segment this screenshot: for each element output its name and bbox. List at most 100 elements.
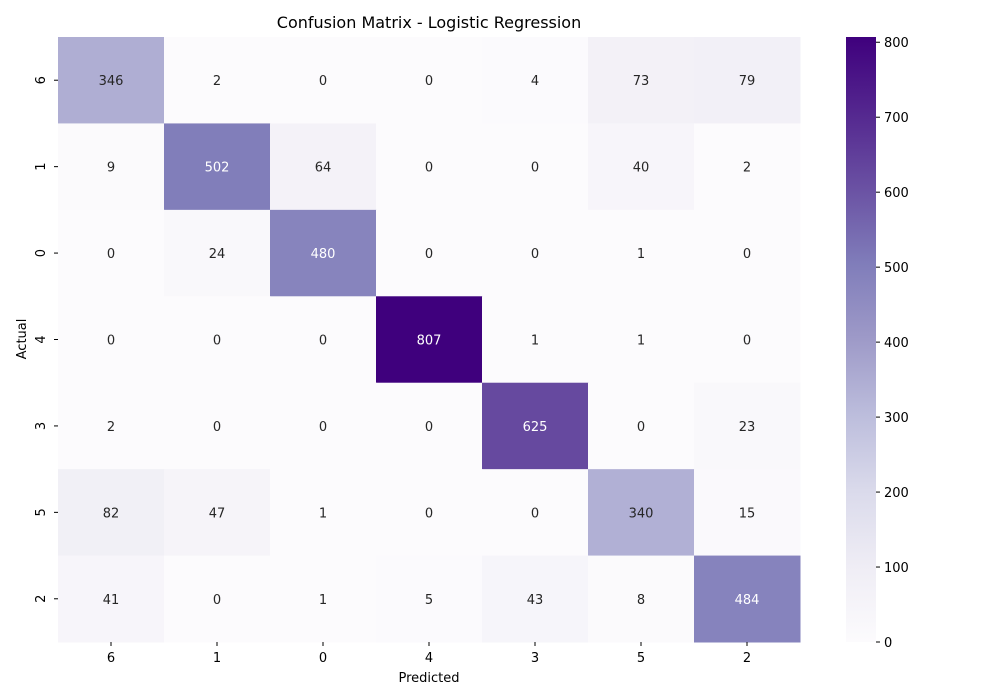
cell-value-label: 625 xyxy=(523,420,548,435)
colorbar-tick-label: 500 xyxy=(884,261,909,276)
y-tick-label: 4 xyxy=(34,335,49,343)
cell-value-label: 43 xyxy=(527,593,544,608)
heatmap-cell xyxy=(270,382,377,470)
heatmap-cell xyxy=(694,469,801,557)
cell-value-label: 0 xyxy=(107,334,115,349)
cell-value-label: 0 xyxy=(319,334,327,349)
y-tick-label: 1 xyxy=(34,163,49,171)
cell-value-label: 24 xyxy=(209,247,226,262)
x-tick-label: 1 xyxy=(213,651,221,666)
colorbar xyxy=(846,37,876,642)
heatmap-cell xyxy=(164,209,271,297)
cell-value-label: 0 xyxy=(531,506,539,521)
cell-value-label: 9 xyxy=(107,161,115,176)
y-tick-label: 0 xyxy=(34,249,49,257)
cell-value-label: 0 xyxy=(319,420,327,435)
heatmap-cell xyxy=(164,123,271,211)
heatmap-cell xyxy=(270,555,377,643)
heatmap-cell xyxy=(694,382,801,470)
heatmap-cell xyxy=(588,555,695,643)
cell-value-label: 1 xyxy=(319,506,327,521)
cell-value-label: 0 xyxy=(425,247,433,262)
heatmap-cell xyxy=(482,37,589,124)
colorbar-tick-label: 100 xyxy=(884,561,909,576)
cell-value-label: 502 xyxy=(205,161,230,176)
heatmap-cell xyxy=(482,209,589,297)
cell-value-label: 0 xyxy=(743,247,751,262)
x-tick-label: 2 xyxy=(743,651,751,666)
heatmap-cell xyxy=(58,555,165,643)
cell-value-label: 64 xyxy=(315,161,332,176)
cell-value-label: 1 xyxy=(637,334,645,349)
y-tick-labels: 6 1 0 4 3 5 2 xyxy=(34,76,58,603)
colorbar-tick-label: 300 xyxy=(884,411,909,426)
cell-value-label: 807 xyxy=(417,334,442,349)
cell-value-label: 41 xyxy=(103,593,120,608)
heatmap-cell xyxy=(270,209,377,297)
cell-value-label: 2 xyxy=(743,161,751,176)
x-tick-label: 5 xyxy=(637,651,645,666)
colorbar-tick-label: 800 xyxy=(884,36,909,51)
heatmap-cell xyxy=(58,123,165,211)
cell-value-label: 73 xyxy=(633,74,650,89)
colorbar-tick-label: 200 xyxy=(884,486,909,501)
x-tick-label: 3 xyxy=(531,651,539,666)
heatmap-cell xyxy=(376,296,483,384)
heatmap-cell xyxy=(270,469,377,557)
chart-title: Confusion Matrix - Logistic Regression xyxy=(277,13,581,32)
cell-value-label: 2 xyxy=(213,74,221,89)
heatmap-cell xyxy=(58,469,165,557)
heatmap-cell xyxy=(376,123,483,211)
heatmap-cell xyxy=(58,209,165,297)
cell-value-label: 79 xyxy=(739,74,756,89)
x-tick-label: 0 xyxy=(319,651,327,666)
heatmap-cell xyxy=(270,37,377,124)
heatmap-cell xyxy=(164,555,271,643)
y-tick-label: 6 xyxy=(34,76,49,84)
cell-value-label: 0 xyxy=(425,74,433,89)
heatmap-cell xyxy=(376,382,483,470)
cell-value-label: 0 xyxy=(531,247,539,262)
heatmap-cell xyxy=(588,469,695,557)
cell-value-label: 0 xyxy=(213,334,221,349)
cell-value-label: 0 xyxy=(425,420,433,435)
y-axis-label: Actual xyxy=(15,319,30,360)
heatmap-cell xyxy=(376,209,483,297)
heatmap-cell xyxy=(588,382,695,470)
cell-value-label: 1 xyxy=(319,593,327,608)
cell-value-label: 0 xyxy=(107,247,115,262)
heatmap-cell xyxy=(694,37,801,124)
heatmap-cell xyxy=(376,37,483,124)
heatmap-cell xyxy=(588,296,695,384)
colorbar-tick-label: 400 xyxy=(884,336,909,351)
heatmap-cell xyxy=(58,382,165,470)
cell-value-label: 0 xyxy=(213,420,221,435)
heatmap-cell xyxy=(270,296,377,384)
cell-value-label: 2 xyxy=(107,420,115,435)
cell-value-label: 1 xyxy=(637,247,645,262)
heatmap-cell xyxy=(694,296,801,384)
cell-value-label: 0 xyxy=(425,161,433,176)
x-tick-labels: 6 1 0 4 3 5 2 xyxy=(107,642,751,666)
heatmap-cell xyxy=(58,37,165,124)
cell-value-label: 1 xyxy=(531,334,539,349)
cell-value-label: 4 xyxy=(531,74,539,89)
heatmap-cell xyxy=(694,555,801,643)
heatmap-cell xyxy=(588,209,695,297)
cell-value-label: 0 xyxy=(319,74,327,89)
colorbar-ticks: 0 100 200 300 400 500 600 700 800 xyxy=(876,36,909,651)
heatmap-cell xyxy=(376,469,483,557)
cell-value-label: 23 xyxy=(739,420,756,435)
x-tick-label: 4 xyxy=(425,651,433,666)
cell-value-label: 5 xyxy=(425,593,433,608)
cell-value-label: 0 xyxy=(531,161,539,176)
cell-value-label: 0 xyxy=(743,334,751,349)
cell-value-label: 0 xyxy=(637,420,645,435)
heatmap-cell xyxy=(482,469,589,557)
x-tick-label: 6 xyxy=(107,651,115,666)
heatmap-cell xyxy=(482,296,589,384)
heatmap-cell xyxy=(164,382,271,470)
heatmap-cell xyxy=(164,37,271,124)
cell-value-label: 47 xyxy=(209,506,226,521)
